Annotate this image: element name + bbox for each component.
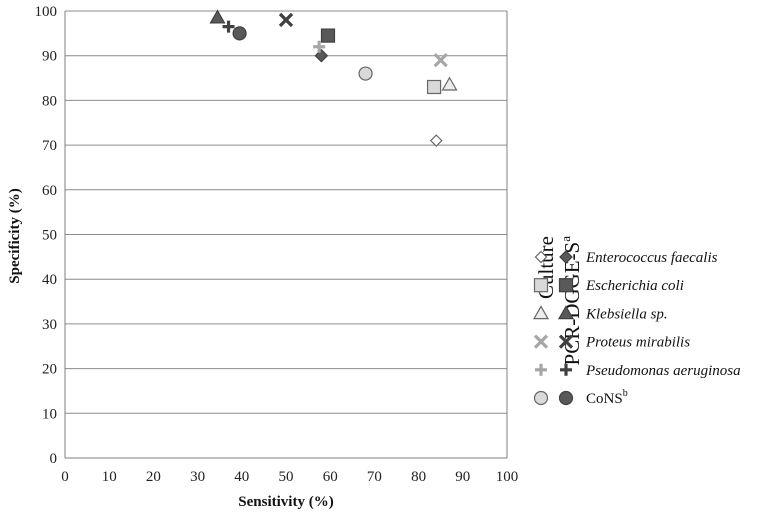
legend-marker-enterococcus-faecalis-pcr bbox=[559, 250, 573, 264]
y-tick-label: 70 bbox=[42, 138, 57, 154]
legend-row-enterococcus-faecalis: Enterococcus faecalis bbox=[534, 250, 718, 266]
legend-label-text: Enterococcus faecalis bbox=[585, 250, 718, 266]
legend-header-pcr-superscript: a bbox=[558, 236, 573, 242]
y-axis-title: Specificity (%) bbox=[7, 188, 23, 283]
point-proteus-mirabilis-culture bbox=[433, 53, 448, 68]
x-tick-label: 20 bbox=[146, 469, 161, 485]
point-escherichia-coli-pcr bbox=[320, 28, 336, 43]
legend-marker-enterococcus-faecalis-culture bbox=[534, 250, 548, 264]
legend-label-enterococcus-faecalis: Enterococcus faecalis bbox=[585, 250, 718, 266]
legend-marker-klebsiella-sp-pcr bbox=[557, 305, 575, 320]
legend-marker-escherichia-coli-pcr bbox=[558, 278, 574, 293]
legend-label-pseudomonas-aeruginosa: Pseudomonas aeruginosa bbox=[585, 363, 741, 379]
y-tick-label: 60 bbox=[42, 183, 57, 199]
point-klebsiella-sp-culture bbox=[441, 76, 458, 91]
x-tick-label: 80 bbox=[411, 469, 426, 485]
legend-marker-cons-culture bbox=[533, 390, 549, 406]
point-escherichia-coli-culture bbox=[426, 79, 442, 95]
x-tick-label: 50 bbox=[279, 469, 294, 485]
point-cons-culture bbox=[358, 66, 373, 81]
x-tick-label: 0 bbox=[61, 469, 69, 485]
legend-row-klebsiella-sp: Klebsiella sp. bbox=[532, 305, 668, 322]
legend-row-pseudomonas-aeruginosa: Pseudomonas aeruginosa bbox=[535, 363, 741, 379]
point-cons-pcr bbox=[232, 26, 247, 41]
legend-marker-pseudomonas-aeruginosa-culture bbox=[535, 363, 547, 376]
point-pseudomonas-aeruginosa-pcr bbox=[222, 20, 235, 33]
legend-marker-cons-pcr bbox=[558, 390, 574, 406]
x-tick-label: 90 bbox=[455, 469, 470, 485]
axes bbox=[64, 11, 508, 459]
legend-row-cons: CoNSb bbox=[533, 388, 628, 407]
legend-marker-proteus-mirabilis-culture bbox=[533, 334, 549, 349]
y-tick-label: 10 bbox=[42, 406, 57, 422]
point-klebsiella-sp-pcr bbox=[209, 9, 226, 24]
x-tick-label: 70 bbox=[367, 469, 382, 485]
legend-label-text: Klebsiella sp. bbox=[585, 306, 668, 322]
legend-label-escherichia-coli: Escherichia coli bbox=[585, 278, 684, 294]
y-tick-label: 90 bbox=[42, 49, 57, 65]
x-tick-label: 100 bbox=[496, 469, 519, 485]
tick-labels: 0 10 20 30 40 50 60 70 80 90 100 0 10 20 30 40 50 60 70 80 9… bbox=[35, 4, 519, 485]
x-tick-label: 60 bbox=[323, 469, 338, 485]
y-tick-label: 80 bbox=[42, 93, 57, 109]
legend-label-cons: CoNSb bbox=[586, 388, 628, 407]
legend-rows: Enterococcus faecalis Escherichia coli Kle… bbox=[532, 250, 741, 407]
point-proteus-mirabilis-pcr bbox=[278, 12, 294, 28]
legend-marker-pseudomonas-aeruginosa-pcr bbox=[560, 363, 572, 376]
legend-marker-klebsiella-sp-culture bbox=[532, 305, 550, 320]
y-tick-label: 0 bbox=[50, 451, 58, 467]
legend-label-text: Pseudomonas aeruginosa bbox=[585, 363, 741, 379]
legend: Culture PCR-DGGE-Sa Enterococcus faecali… bbox=[532, 236, 741, 407]
grid bbox=[65, 10, 507, 414]
x-axis-title: Sensitivity (%) bbox=[238, 494, 333, 510]
x-tick-label: 40 bbox=[234, 469, 249, 485]
legend-row-proteus-mirabilis: Proteus mirabilis bbox=[533, 334, 690, 351]
point-enterococcus-faecalis-culture bbox=[429, 134, 443, 147]
y-tick-label: 20 bbox=[42, 362, 57, 378]
legend-label-klebsiella-sp: Klebsiella sp. bbox=[585, 306, 668, 322]
legend-marker-escherichia-coli-culture bbox=[533, 278, 549, 293]
x-tick-label: 10 bbox=[102, 469, 117, 485]
y-tick-label: 100 bbox=[35, 4, 58, 20]
legend-marker-proteus-mirabilis-pcr bbox=[558, 334, 574, 349]
y-tick-label: 50 bbox=[42, 228, 57, 244]
legend-label-text: Escherichia coli bbox=[585, 278, 684, 294]
legend-label-text: Proteus mirabilis bbox=[585, 335, 690, 351]
legend-label-superscript: b bbox=[623, 388, 628, 399]
y-tick-label: 40 bbox=[42, 272, 57, 288]
legend-label-proteus-mirabilis: Proteus mirabilis bbox=[585, 335, 690, 351]
y-tick-label: 30 bbox=[42, 317, 57, 333]
x-tick-label: 30 bbox=[190, 469, 205, 485]
legend-row-escherichia-coli: Escherichia coli bbox=[533, 278, 684, 294]
legend-label-text: CoNS bbox=[586, 391, 623, 407]
point-pseudomonas-aeruginosa-culture bbox=[313, 40, 326, 53]
data-points bbox=[209, 9, 458, 147]
point-enterococcus-faecalis-pcr bbox=[314, 48, 329, 63]
